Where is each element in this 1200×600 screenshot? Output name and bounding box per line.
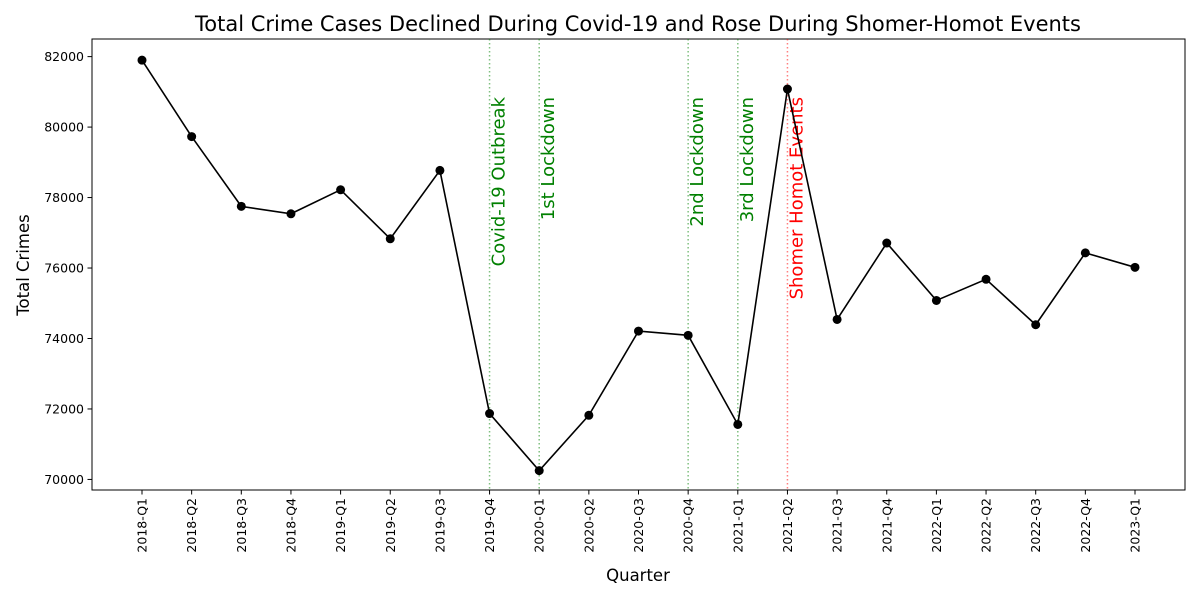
data-point xyxy=(981,274,991,284)
x-axis: 2018-Q1 2018-Q2 2018-Q3 2018-Q4 2019-Q1 2019-… xyxy=(135,490,1143,553)
y-tick-label: 78000 xyxy=(44,190,84,205)
event-label: 3rd Lockdown xyxy=(737,97,758,222)
x-tick-label: 2020-Q4 xyxy=(681,498,696,553)
x-tick-label: 2021-Q3 xyxy=(830,498,845,553)
data-point xyxy=(534,466,544,476)
event-label: Covid-19 Outbreak xyxy=(489,96,510,266)
plot-area-frame xyxy=(91,38,1186,491)
x-tick-label: 2020-Q2 xyxy=(581,498,596,553)
x-tick-label: 2023-Q1 xyxy=(1128,498,1143,553)
x-tick-label: 2020-Q3 xyxy=(631,498,646,553)
x-tick-label: 2022-Q3 xyxy=(1028,498,1043,553)
x-tick-label: 2021-Q4 xyxy=(879,498,894,553)
data-point xyxy=(931,295,941,305)
x-tick-label: 2022-Q1 xyxy=(929,498,944,553)
data-point xyxy=(435,165,445,175)
data-point xyxy=(187,132,197,142)
chart-title: Total Crime Cases Declined During Covid-… xyxy=(194,12,1081,36)
data-point xyxy=(584,410,594,420)
data-point xyxy=(782,84,792,94)
y-tick-label: 70000 xyxy=(44,472,84,487)
event-label: 2nd Lockdown xyxy=(687,97,708,227)
data-point xyxy=(1031,320,1041,330)
x-tick-label: 2018-Q4 xyxy=(283,498,298,553)
x-tick-label: 2018-Q3 xyxy=(234,498,249,553)
data-point xyxy=(733,419,743,429)
x-tick-label: 2019-Q1 xyxy=(333,498,348,553)
data-point xyxy=(882,238,892,248)
y-tick-label: 80000 xyxy=(44,120,84,135)
event-label: Shomer Homot Events xyxy=(786,97,807,299)
x-tick-label: 2020-Q1 xyxy=(532,498,547,553)
y-axis-label: Total Crimes xyxy=(14,214,33,317)
y-tick-label: 76000 xyxy=(44,261,84,276)
x-tick-label: 2019-Q3 xyxy=(432,498,447,553)
x-axis-label: Quarter xyxy=(606,566,670,585)
x-tick-label: 2018-Q2 xyxy=(184,498,199,553)
event-label: 1st Lockdown xyxy=(538,97,559,220)
data-point xyxy=(286,209,296,219)
data-point xyxy=(336,185,346,195)
series-layer xyxy=(137,55,1140,476)
data-point xyxy=(634,326,643,336)
data-point xyxy=(485,409,495,419)
y-axis: 70000 72000 74000 76000 78000 80000 82000 xyxy=(44,49,92,487)
data-point xyxy=(1080,248,1090,258)
series-line xyxy=(141,59,1136,472)
x-tick-label: 2019-Q4 xyxy=(482,498,497,553)
y-tick-label: 72000 xyxy=(44,401,84,416)
data-point xyxy=(683,330,693,340)
data-point xyxy=(236,201,246,211)
x-tick-label: 2021-Q2 xyxy=(780,498,795,553)
x-tick-label: 2018-Q1 xyxy=(135,498,150,553)
y-tick-label: 74000 xyxy=(44,331,84,346)
x-tick-label: 2022-Q2 xyxy=(979,498,994,553)
data-point xyxy=(832,314,842,324)
x-tick-label: 2022-Q4 xyxy=(1078,498,1093,553)
data-point xyxy=(1130,262,1140,272)
x-tick-label: 2019-Q2 xyxy=(383,498,398,553)
data-point xyxy=(385,234,395,244)
x-tick-label: 2021-Q1 xyxy=(730,498,745,553)
event-markers: Covid-19 Outbreak 1st Lockdown 2nd Lockdow… xyxy=(489,39,807,490)
data-point xyxy=(137,55,147,65)
y-tick-label: 82000 xyxy=(44,49,84,64)
